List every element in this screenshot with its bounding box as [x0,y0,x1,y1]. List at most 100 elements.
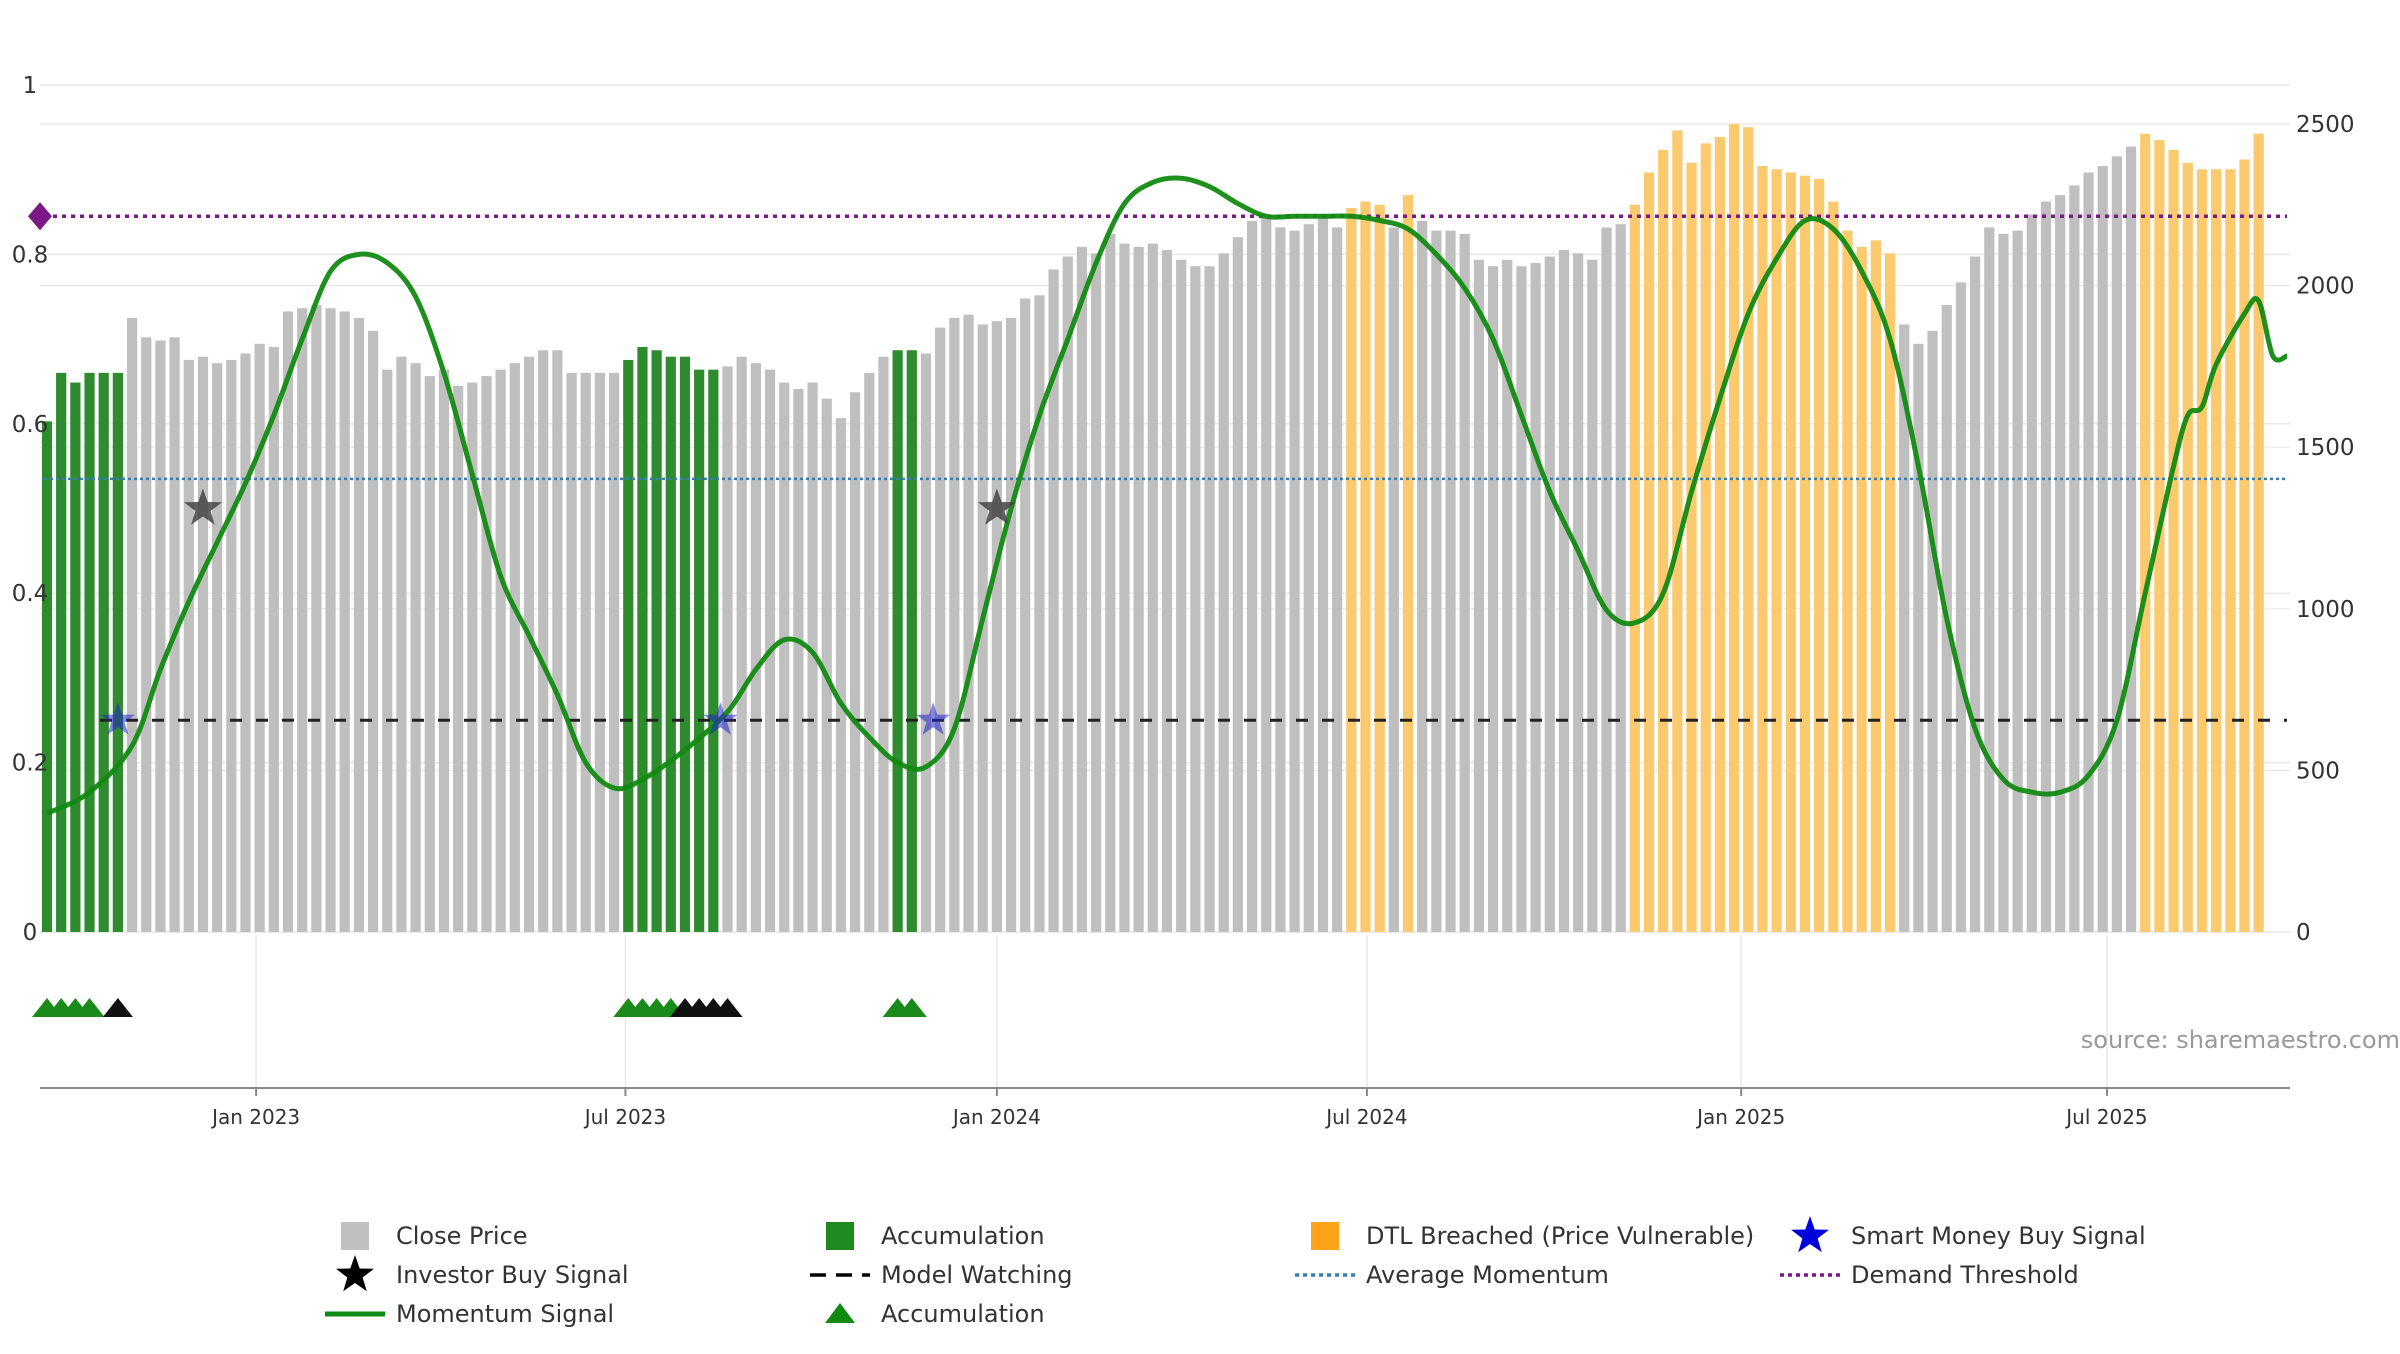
close-price-bar [1161,250,1173,933]
close-price-bar [481,376,492,933]
close-price-bar [2111,156,2122,932]
right-tick-label: 500 [2296,758,2340,784]
dtl-breached-bar [1700,143,1711,932]
accumulation-triangle [896,998,927,1017]
legend-item-model_watching: Model Watching [810,1261,1073,1289]
close-price-bar [538,350,549,932]
close-price-bar [240,353,251,933]
dtl-breached-bar [1884,253,1896,932]
close-price-bar [1984,227,1995,933]
close-price-bar [1190,266,1201,933]
smart-money-star [916,702,951,735]
close-price-bar [2055,195,2066,933]
close-price-bar [1587,259,1598,932]
close-price-bar [835,418,847,932]
close-price-bar [1998,233,2009,932]
close-price-bar [552,350,563,932]
dtl-breached-bar [2168,149,2179,933]
legend-label: Investor Buy Signal [396,1261,629,1289]
close-price-bar [353,317,364,932]
close-price-bar [1246,220,1258,932]
right-tick-label: 0 [2296,920,2311,946]
investor-triangle [102,998,133,1017]
left-tick-label: 0 [23,920,38,946]
close-price-bar [722,366,733,932]
close-price-bar [1275,227,1286,933]
dtl-breached-bar [1374,204,1385,933]
investor-buy-star [183,488,222,525]
close-price-bar [2083,172,2094,933]
dtl-breached-bar [1743,127,1754,933]
close-price-bar [1899,324,1910,932]
close-price-bar [1105,233,1116,932]
close-price-bar [1218,253,1229,932]
close-price-bar [453,385,464,932]
right-tick-label: 1000 [2296,597,2355,623]
accumulation-bar [708,369,719,932]
close-price-bar [126,317,138,932]
close-price-bar [1487,266,1499,933]
dtl-breached-bar [1672,130,1683,932]
close-price-bar [1332,227,1343,933]
close-price-bar [2026,214,2037,932]
legend-swatch-accumulation [826,1222,854,1250]
close-price-bar [226,359,237,932]
close-price-bar [1573,253,1584,932]
close-price-bar [821,398,832,933]
x-tick-label: Jul 2025 [2064,1105,2147,1129]
close-price-bar [1289,230,1300,932]
close-price-bar [1020,298,1031,932]
left-tick-label: 1 [23,73,38,99]
dtl-breached-bar [1658,149,1669,933]
legend-swatch-investor-star [336,1255,374,1292]
legend-label: Smart Money Buy Signal [1851,1222,2146,1250]
accumulation-bar [637,347,648,932]
close-price-bar [396,356,407,932]
accumulation-bar [112,372,123,932]
close-price-bar [608,372,620,932]
dtl-breached-bar [1785,172,1796,933]
close-price-bar [367,330,379,933]
legend-item-dtl: DTL Breached (Price Vulnerable) [1311,1222,1754,1250]
accumulation-bar [41,421,53,932]
close-price-bar [1502,259,1513,932]
close-price-bar [1147,243,1158,932]
legend-item-average_momentum: Average Momentum [1295,1261,1609,1289]
dtl-breached-bar [1842,230,1853,932]
close-price-bar [1558,250,1570,933]
close-price-bar [1473,259,1484,932]
close-price-bar [878,356,889,932]
legend-label: Accumulation [881,1300,1045,1328]
close-price-bar [1133,246,1144,932]
close-price-bar [1317,214,1329,932]
close-price-bar [779,382,790,932]
dtl-breached-bar [2140,133,2151,932]
close-price-bar [935,327,946,932]
close-price-bar [1048,269,1059,932]
accumulation-bar [56,372,67,932]
accumulation-triangle [74,998,105,1017]
legend-swatch-close-price [341,1222,369,1250]
close-price-bar [1417,220,1428,932]
close-price-bar [1615,224,1626,932]
close-price-bar [1601,227,1612,933]
dtl-breached-bar [1828,201,1839,932]
close-price-bar [311,304,322,932]
accumulation-bar [651,350,662,932]
close-price-bar [991,321,1002,932]
left-tick-label: 0.6 [12,412,49,438]
dtl-breached-bar [1643,172,1655,933]
legend-swatch-dtl [1311,1222,1339,1250]
close-price-bar [2125,146,2137,932]
close-price-bar [1261,217,1272,933]
close-price-bar [1530,262,1541,933]
close-price-bar [1431,230,1442,932]
close-price-bar [141,337,152,932]
close-price-bar [864,372,875,932]
close-price-bar [1176,259,1187,932]
legend-label: Close Price [396,1222,528,1250]
price-bars [41,124,2264,933]
close-price-bar [197,356,209,932]
close-price-bar [467,382,478,932]
